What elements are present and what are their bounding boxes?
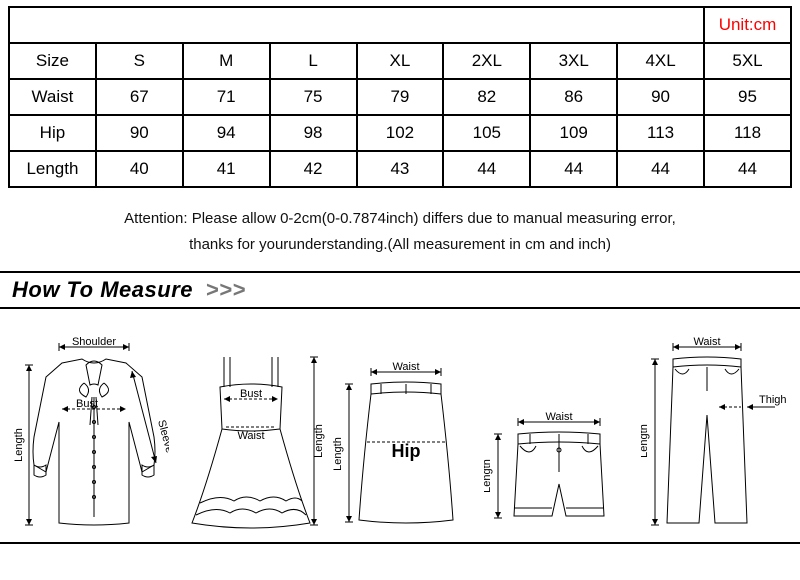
header-s: S (96, 43, 183, 79)
header-row: Size S M L XL 2XL 3XL 4XL 5XL (9, 43, 791, 79)
row-waist: Waist 67 71 75 79 82 86 90 95 (9, 79, 791, 115)
diagram-blouse: Shoulder Length (14, 337, 169, 532)
header-2xl: 2XL (443, 43, 530, 79)
header-l: L (270, 43, 357, 79)
diagram-shorts: Waist Length (484, 412, 634, 532)
diagram-dress: Length Bust Waist (176, 337, 326, 532)
unit-cell: Unit:cm (704, 7, 791, 43)
label-length: Length (313, 424, 325, 458)
label-waist: Waist (546, 412, 573, 423)
label-length: Length (484, 459, 493, 493)
howto-title: How To Measure (12, 277, 193, 302)
label-length: Length (641, 424, 650, 458)
howto-heading: How To Measure >>> (0, 271, 800, 309)
label-waist: Waist (693, 337, 720, 348)
diagram-skirt: Waist Length Hip (333, 362, 478, 532)
header-5xl: 5XL (704, 43, 791, 79)
header-4xl: 4XL (617, 43, 704, 79)
label-length: Length (333, 437, 344, 471)
label-bust: Bust (76, 398, 98, 410)
header-size: Size (9, 43, 96, 79)
label-waist: Waist (237, 430, 264, 442)
diagram-pants: Waist Length Thigh (641, 337, 786, 532)
attention-line1: Attention: Please allow 0-2cm(0-0.7874in… (10, 206, 790, 232)
measure-diagrams: Shoulder Length (0, 309, 800, 544)
attention-line2: thanks for yourunderstanding.(All measur… (10, 232, 790, 258)
header-3xl: 3XL (530, 43, 617, 79)
row-hip: Hip 90 94 98 102 105 109 113 118 (9, 115, 791, 151)
unit-row: Unit:cm (9, 7, 791, 43)
attention-note: Attention: Please allow 0-2cm(0-0.7874in… (0, 188, 800, 271)
label-shoulder: Shoulder (72, 337, 116, 348)
label-hip: Hip (391, 441, 420, 461)
label-bust: Bust (240, 388, 262, 400)
label-thigh: Thigh (759, 394, 786, 406)
size-chart-table: Unit:cm Size S M L XL 2XL 3XL 4XL 5XL Wa… (8, 6, 792, 188)
header-m: M (183, 43, 270, 79)
chevron-icon: >>> (206, 277, 246, 302)
label-length: Length (14, 428, 25, 462)
row-length: Length 40 41 42 43 44 44 44 44 (9, 151, 791, 187)
label-waist: Waist (392, 362, 419, 373)
header-xl: XL (357, 43, 444, 79)
label-sleeve: Sleeve (155, 419, 169, 455)
